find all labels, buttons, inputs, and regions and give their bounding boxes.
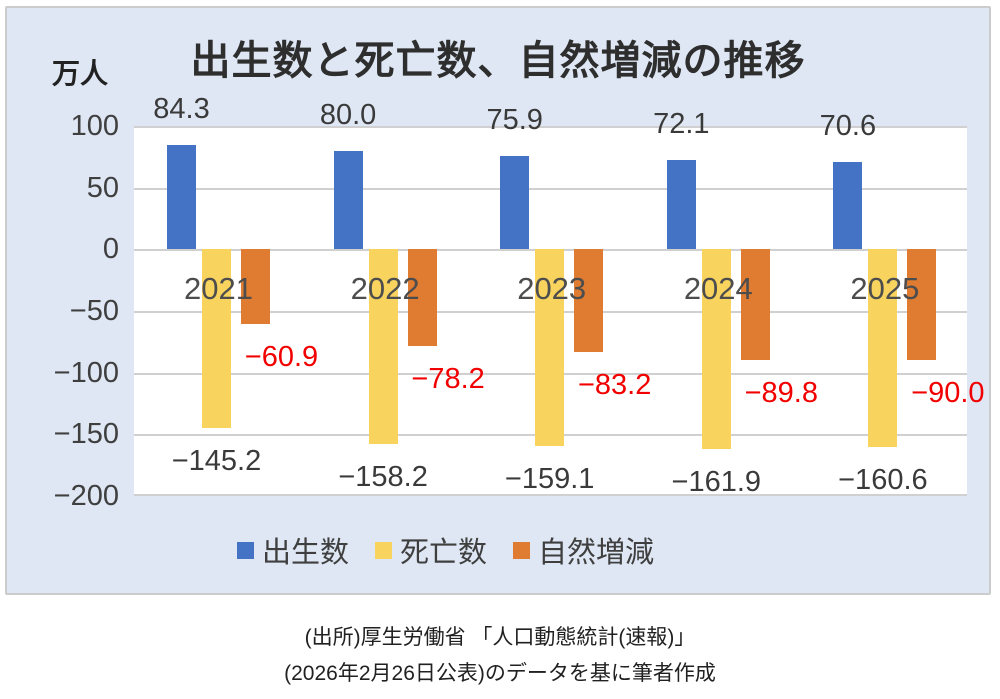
value-label-natural-change-2021: −60.9: [244, 341, 319, 374]
legend-item-natural-change: 自然増減: [513, 529, 654, 571]
x-axis-label-2023: 2023: [517, 271, 587, 307]
x-axis-label-2024: 2024: [683, 271, 753, 307]
bar-deaths-2021: [202, 249, 231, 429]
value-label-natural-change-2024: −89.8: [744, 377, 818, 410]
gridline: [134, 187, 967, 190]
y-axis-tick-label: −100: [53, 356, 119, 389]
bar-natural-change-2021: [241, 249, 270, 325]
legend-item-births: 出生数: [236, 529, 349, 571]
y-axis-tick-label: −200: [53, 480, 119, 512]
source-caption: (出所)厚生労働省 「人口動態統計(速報)」 (2026年2月26日公表)のデー…: [0, 620, 1000, 692]
value-label-deaths-2021: −145.2: [171, 445, 262, 478]
legend-label-deaths: 死亡数: [399, 537, 487, 569]
value-label-deaths-2025: −160.6: [838, 464, 928, 497]
value-label-births-2022: 80.0: [319, 98, 377, 131]
y-axis-tick-label: 50: [86, 171, 119, 204]
bar-births-2023: [500, 155, 530, 250]
chart-title: 出生数と死亡数、自然増減の推移: [190, 39, 806, 83]
value-label-births-2023: 75.9: [486, 103, 543, 136]
plot-area: 84.3 80.0 75.9 72.1 70.6 −145.2 −158.2 −159.1 −1…: [134, 93, 985, 498]
y-axis-tick-label: 100: [70, 110, 119, 142]
value-label-deaths-2023: −159.1: [504, 462, 595, 495]
value-label-deaths-2024: −161.9: [671, 466, 762, 498]
gridline: [134, 494, 967, 496]
legend-swatch-deaths: [374, 541, 392, 559]
x-axis-label-2025: 2025: [850, 271, 920, 307]
value-label-births-2021: 84.3: [153, 93, 210, 126]
y-axis-tick-label: −150: [53, 418, 119, 451]
value-label-births-2024: 72.1: [653, 108, 710, 141]
legend-label-natural-change: 自然増減: [538, 537, 655, 569]
bar-deaths-2024: [701, 249, 731, 449]
y-axis-tick-label: −50: [69, 295, 119, 327]
bar-births-2025: [833, 162, 863, 250]
bar-deaths-2023: [535, 249, 565, 446]
legend-label-births: 出生数: [261, 537, 349, 569]
bar-natural-change-2023: [574, 249, 604, 352]
chart-card: 万人 出生数と死亡数、自然増減の推移 100 50 0 −50 −100 −150 −200…: [5, 6, 991, 595]
source-caption-line-1: (出所)厚生労働省 「人口動態統計(速報)」: [304, 626, 696, 649]
bar-deaths-2025: [868, 249, 898, 448]
source-caption-line-2: (2026年2月26日公表)のデータを基に筆者作成: [284, 662, 716, 685]
bar-births-2021: [167, 145, 196, 250]
bar-natural-change-2024: [740, 249, 770, 361]
y-axis-unit-label: 万人: [52, 58, 109, 89]
bar-natural-change-2022: [407, 249, 437, 346]
value-label-deaths-2022: −158.2: [338, 461, 428, 494]
bar-deaths-2022: [368, 249, 398, 445]
bar-births-2022: [333, 150, 363, 250]
value-label-births-2025: 70.6: [819, 110, 877, 143]
legend-swatch-births: [236, 541, 254, 559]
gridline: [134, 126, 967, 128]
bar-births-2024: [666, 160, 696, 250]
x-axis-label-2021: 2021: [184, 271, 253, 307]
y-axis-tick-label: 0: [102, 233, 119, 266]
legend: 出生数 死亡数 自然増減: [7, 529, 989, 571]
value-label-natural-change-2025: −90.0: [911, 377, 985, 410]
legend-item-deaths: 死亡数: [374, 529, 487, 571]
x-axis-label-2022: 2022: [350, 271, 420, 307]
value-label-natural-change-2022: −78.2: [411, 362, 485, 395]
legend-swatch-natural-change: [513, 541, 530, 559]
value-label-natural-change-2023: −83.2: [577, 368, 652, 401]
bar-natural-change-2025: [907, 249, 937, 361]
